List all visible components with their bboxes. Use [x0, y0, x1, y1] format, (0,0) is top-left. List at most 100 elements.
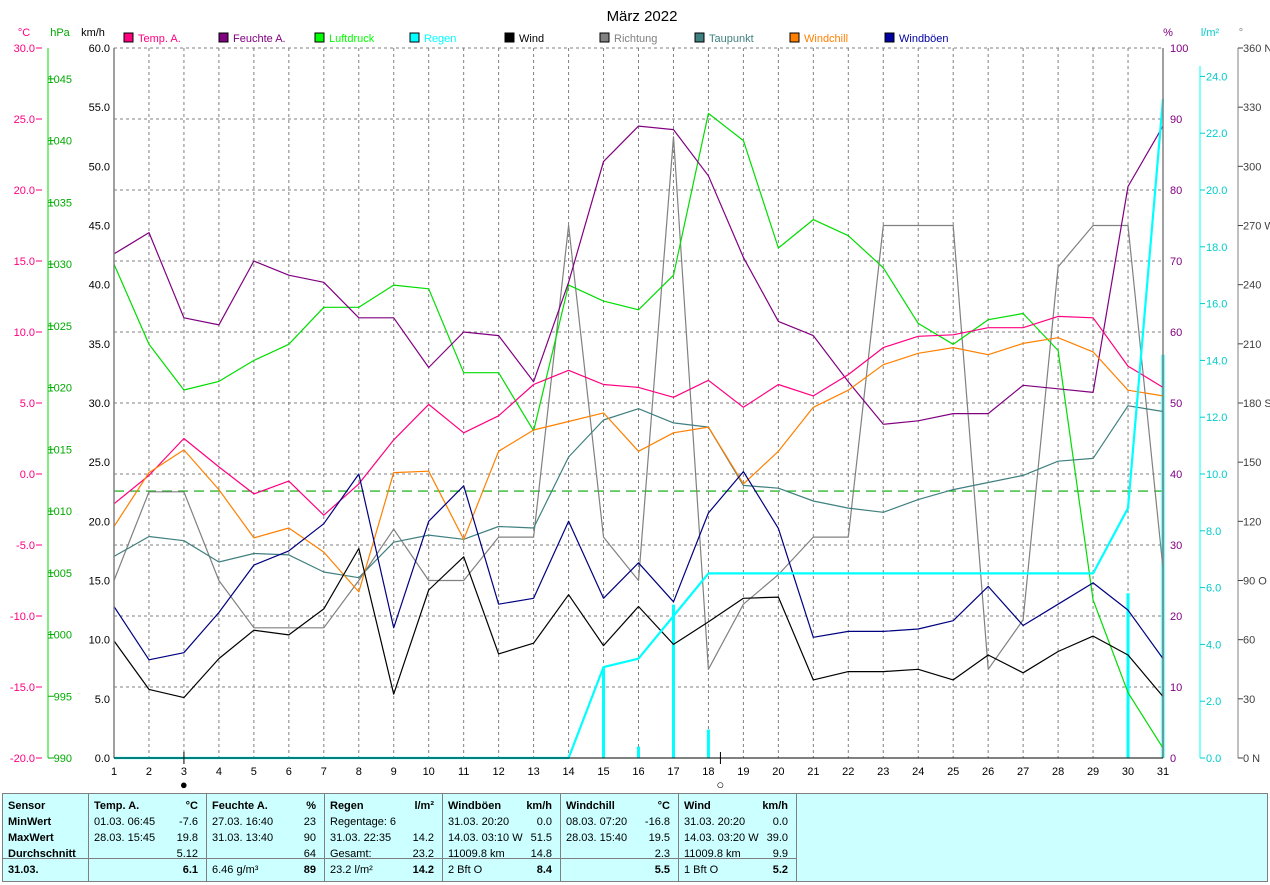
x-tick: 13: [527, 766, 539, 778]
axis-units: °C hPa km/h% l/m² °: [18, 27, 1243, 39]
stats-cell-label: 31.03. 20:20: [684, 816, 746, 828]
x-tick: 30: [1122, 766, 1134, 778]
x-tick: 29: [1087, 766, 1099, 778]
temp-tick: -15.0: [10, 682, 35, 694]
legend-label-3: Regen: [424, 33, 456, 45]
legend-swatch-7: [789, 32, 800, 43]
pressure-tick: 1040: [48, 136, 72, 148]
stats-cell-value: 5.12: [176, 848, 198, 860]
stats-cell-label: 31.03. 13:40: [212, 832, 274, 844]
wind-tick: 30.0: [89, 398, 110, 410]
temp-tick: 30.0: [14, 43, 35, 55]
temp-tick: 15.0: [14, 256, 35, 268]
wind-tick: 25.0: [89, 457, 110, 469]
stats-cell-value: 51.5: [530, 832, 552, 844]
temp-tick: -10.0: [10, 611, 35, 623]
legend-label-1: Feuchte A.: [233, 33, 286, 45]
stats-cell-label: 28.03. 15:40: [566, 832, 628, 844]
rain-tick: 8.0: [1206, 526, 1221, 538]
direction-tick: 360 N: [1243, 43, 1270, 55]
x-tick: 24: [912, 766, 924, 778]
x-tick: 10: [423, 766, 435, 778]
stats-cell-label: 08.03. 07:20: [566, 816, 628, 828]
legend-swatch-8: [884, 32, 895, 43]
legend-label-6: Taupunkt: [709, 33, 754, 45]
stats-cell-label: 2 Bft O: [448, 864, 483, 876]
legend-label-8: Windböen: [899, 33, 949, 45]
wind-tick: 20.0: [89, 516, 110, 528]
legend-label-5: Richtung: [614, 33, 657, 45]
rain-tick: 2.0: [1206, 696, 1221, 708]
stats-cell-label: 01.03. 06:45: [94, 816, 156, 828]
stats-sensor-header: Sensor: [8, 800, 46, 812]
x-tick: 19: [737, 766, 749, 778]
wind-tick: 55.0: [89, 102, 110, 114]
temp-tick: 20.0: [14, 185, 35, 197]
legend-label-7: Windchill: [804, 33, 848, 45]
direction-tick: 180 S: [1243, 398, 1270, 410]
wind-tick: 15.0: [89, 576, 110, 588]
direction-tick: 270 W: [1243, 221, 1270, 233]
moon-phases: ● ○: [180, 752, 724, 790]
stats-cell-value: 39.0: [766, 832, 788, 844]
stats-panel-unit: %: [306, 800, 316, 812]
pressure-tick: 1025: [48, 321, 72, 333]
x-tick: 26: [982, 766, 994, 778]
rain-tick: 4.0: [1206, 639, 1221, 651]
stats-cell-label: 27.03. 16:40: [212, 816, 274, 828]
series-line-pressure: [113, 112, 1164, 749]
pressure-tick: 1045: [48, 74, 72, 86]
stats-panel-windchill: Windchill °C 08.03. 07:20 -16.8 28.03. 15:40…: [561, 794, 679, 881]
stats-panel-title: Regen: [330, 800, 364, 812]
series-line-wind: [113, 547, 1164, 699]
stats-cell-value: 0.0: [772, 816, 788, 828]
stats-cell-value: -7.6: [179, 816, 198, 828]
pressure-tick: 995: [54, 691, 72, 703]
chart-title: März 2022: [607, 8, 678, 25]
humidity-tick: 90: [1170, 114, 1182, 126]
legend-swatch-5: [599, 32, 610, 43]
temp-tick: -20.0: [10, 753, 35, 765]
rain-tick: 12.0: [1206, 412, 1227, 424]
legend-label-2: Luftdruck: [329, 33, 375, 45]
stats-panel-unit: km/h: [526, 800, 552, 812]
direction-tick: 330: [1243, 102, 1261, 114]
weather-chart: März 2022 Temp. A. Feuchte A. Luftdruck Reg…: [10, 8, 1270, 790]
stats-cell-label: 11009.8 km: [448, 848, 505, 860]
direction-tick: 300: [1243, 161, 1261, 173]
legend-swatch-2: [314, 32, 325, 43]
legend-label-0: Temp. A.: [138, 33, 181, 45]
stats-panel-unit: °C: [185, 800, 198, 812]
rain-tick: 24.0: [1206, 71, 1227, 83]
direction-tick: 150: [1243, 457, 1261, 469]
x-tick: 3: [181, 766, 187, 778]
new-moon-icon: ○: [716, 777, 724, 790]
axis-unit-rain: l/m²: [1201, 27, 1220, 39]
stats-min-label: MinWert: [8, 816, 52, 828]
x-tick: 31: [1157, 766, 1169, 778]
x-tick: 14: [562, 766, 574, 778]
legend: Temp. A. Feuchte A. Luftdruck Regen Wind Rich…: [123, 32, 949, 45]
stats-panel-unit: °C: [657, 800, 670, 812]
rain-tick: 18.0: [1206, 242, 1227, 254]
stats-avg-label: Durchschnitt: [8, 848, 76, 860]
x-tick: 2: [146, 766, 152, 778]
x-tick: 16: [632, 766, 644, 778]
stats-cell-label: 31.03. 20:20: [448, 816, 510, 828]
stats-cell-value: 5.5: [654, 864, 670, 876]
pressure-tick: 1000: [48, 630, 72, 642]
stats-cell-value: 5.2: [772, 864, 788, 876]
humidity-tick: 60: [1170, 327, 1182, 339]
stats-cell-value: 89: [303, 864, 316, 876]
rain-tick: 0.0: [1206, 753, 1221, 765]
series-line-dewpoint: [113, 405, 1164, 579]
rain-tick: 14.0: [1206, 355, 1227, 367]
stats-cell-value: 0.0: [536, 816, 552, 828]
axis-unit-humidity: %: [1163, 27, 1173, 39]
series-line-windchill: [113, 337, 1164, 593]
stats-cell-label: 14.03. 03:10 W: [448, 832, 523, 844]
series-line-humidity: [113, 125, 1164, 425]
direction-tick: 210: [1243, 339, 1261, 351]
x-tick: 17: [667, 766, 679, 778]
stats-panel-title: Temp. A.: [94, 800, 140, 812]
